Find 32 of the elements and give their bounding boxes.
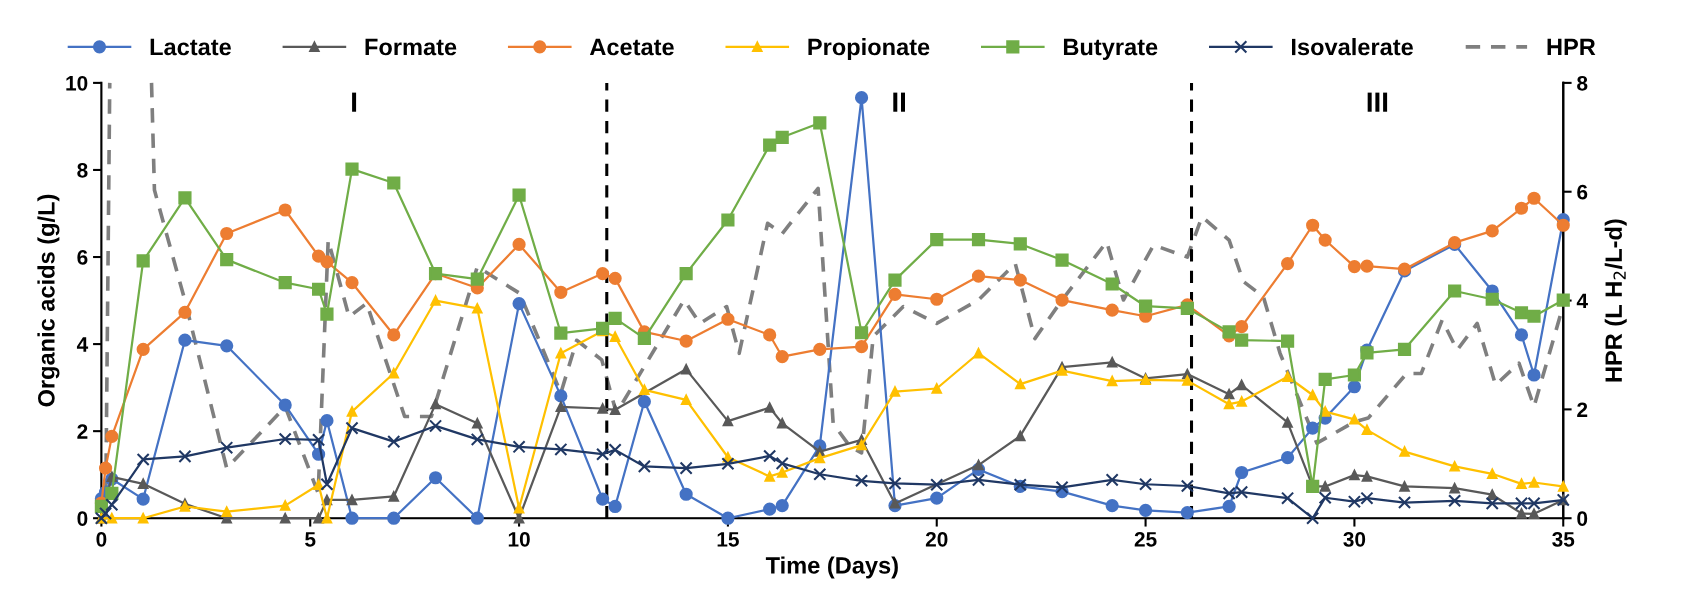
x-tick-label: 0	[96, 531, 107, 547]
annotation: III	[1367, 92, 1388, 112]
y-tick-label: 0	[77, 511, 88, 526]
y2-axis-title: HPR (L H$_{2}$/L-d)	[1604, 219, 1627, 382]
y2-tick-label: 6	[1577, 184, 1588, 200]
y2-tick-label: 4	[1576, 293, 1588, 309]
y2-tick-label: 2	[1577, 402, 1588, 417]
legend-label: Formate	[365, 38, 457, 56]
legend-label: HPR	[1547, 38, 1596, 56]
y-axis-title: Organic acids (g/L)	[37, 194, 60, 407]
x-tick-label: 35	[1552, 531, 1575, 547]
x-tick-label: 20	[925, 531, 948, 547]
legend-label: Propionate	[808, 38, 930, 61]
legend-label: Isovalerate	[1291, 38, 1413, 56]
x-axis-title: Time (Days)	[765, 556, 898, 579]
x-tick-label: 30	[1343, 531, 1366, 547]
y-tick-label: 8	[77, 162, 88, 178]
x-tick-label: 15	[717, 532, 739, 547]
y-tick-label: 4	[76, 337, 89, 352]
legend-label: Butyrate	[1063, 38, 1158, 61]
y2-tick-label: 8	[1577, 75, 1588, 91]
legend-label: Lactate	[150, 38, 231, 56]
y-tick-label: 6	[77, 250, 88, 265]
y-tick-label: 2	[77, 424, 88, 439]
annotation: I	[352, 92, 357, 112]
annotation: II	[893, 92, 906, 112]
x-tick-label: 5	[305, 532, 316, 547]
x-tick-label: 10	[508, 531, 530, 547]
x-tick-label: 25	[1134, 531, 1157, 547]
legend-label: Acetate	[589, 38, 674, 56]
y2-tick-label: 0	[1577, 511, 1588, 526]
y-tick-label: 10	[66, 75, 88, 91]
